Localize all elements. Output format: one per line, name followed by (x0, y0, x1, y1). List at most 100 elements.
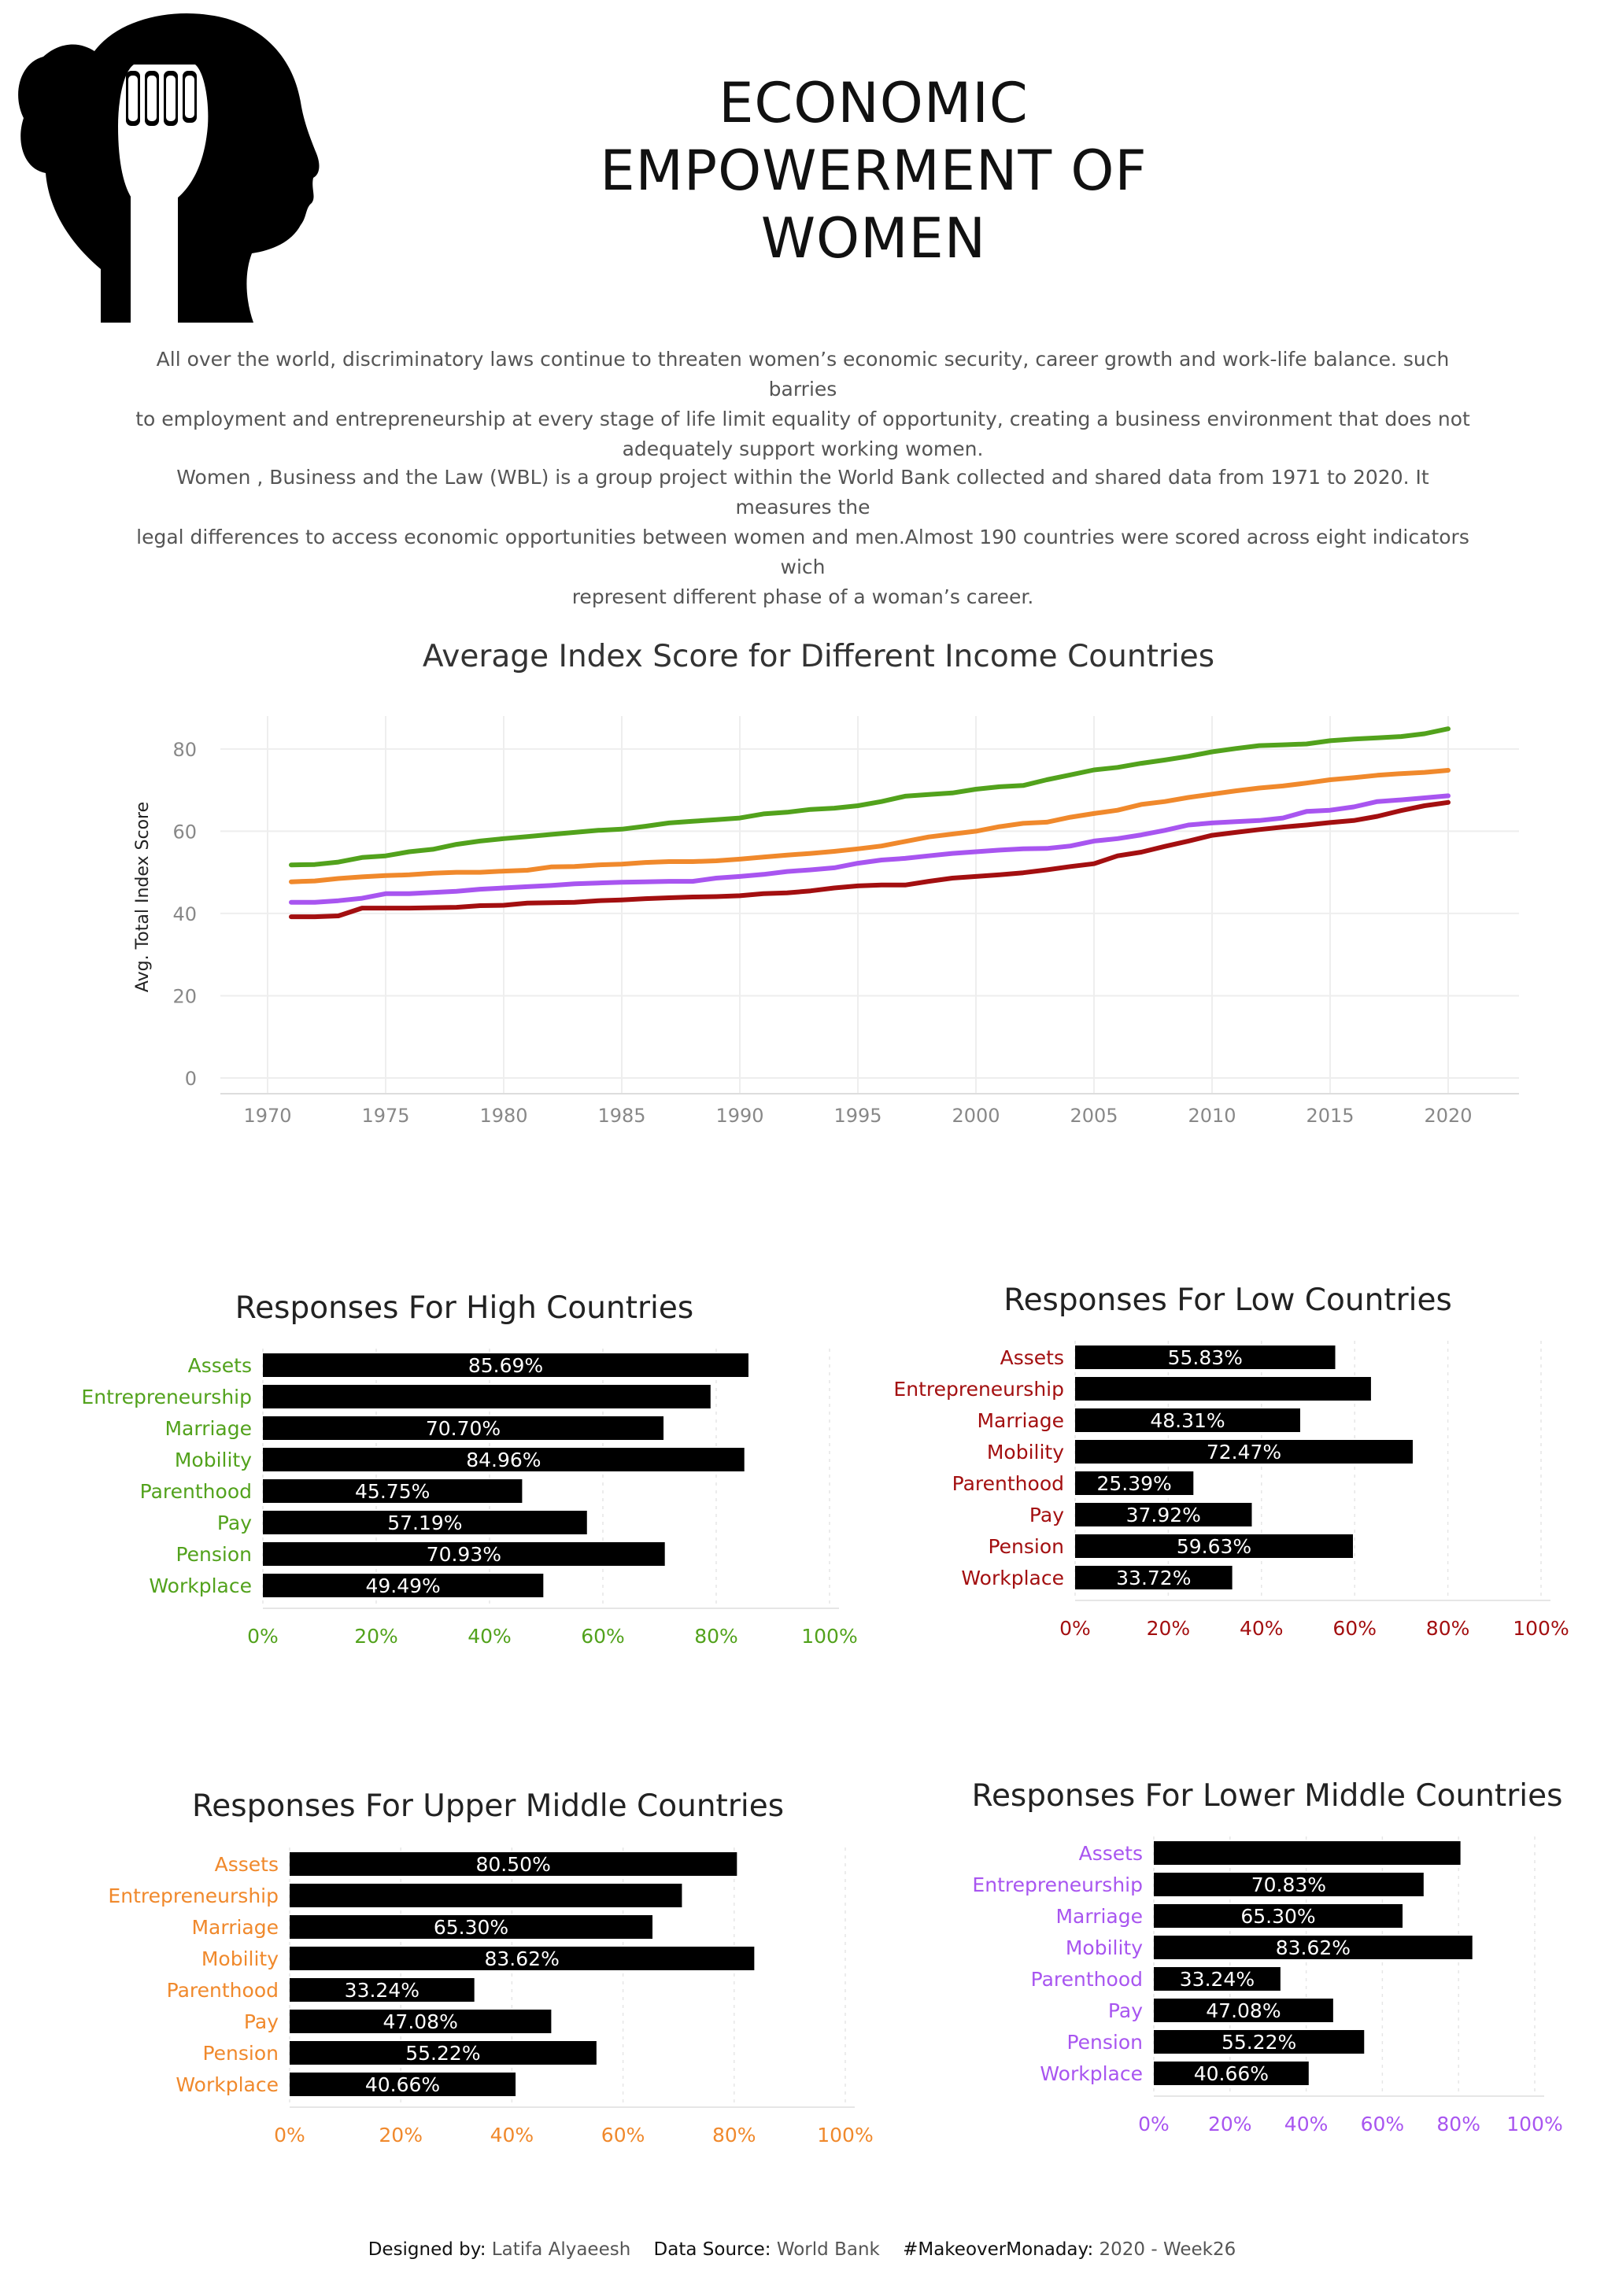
bar (1154, 1841, 1461, 1865)
category-label: Entrepreneurship (81, 1386, 252, 1408)
bar-value-label: 33.24% (1180, 1968, 1255, 1991)
bar (1075, 1408, 1300, 1432)
x-tick-label: 0% (247, 1625, 279, 1648)
x-tick-label: 60% (1361, 2113, 1405, 2135)
bar (1075, 1440, 1414, 1464)
intro-line: to employment and entrepreneurship at ev… (135, 408, 1470, 430)
x-tick-label: 80% (694, 1625, 738, 1648)
bar-value-label: 40.66% (365, 2073, 440, 2096)
bar (263, 1574, 544, 1597)
category-label: Assets (1079, 1842, 1143, 1865)
bar-value-label: 45.75% (355, 1480, 430, 1503)
bar (263, 1511, 587, 1534)
logo-fist-head-icon (8, 8, 331, 323)
bar-value-label: 70.70% (426, 1417, 501, 1440)
bar-value-label: 33.24% (345, 1979, 419, 2002)
bar-value-label: 70.83% (1251, 1873, 1326, 1896)
bar-value-label: 72.47% (1207, 1441, 1281, 1464)
bar (290, 1915, 653, 1939)
category-label: Entrepreneurship (893, 1378, 1064, 1401)
bar (290, 2073, 516, 2096)
high-bar-chart: Assets 85.69% Entrepreneurship Marriage 70.7… (81, 1349, 858, 1648)
x-tick-label: 1995 (833, 1105, 881, 1127)
bar-value-label: 59.63% (1177, 1535, 1251, 1558)
lower-middle-chart-title: Responses For Lower Middle Countries (971, 1778, 1563, 1814)
bar-value-label: 80.50% (476, 1853, 551, 1876)
x-tick-label: 100% (1506, 2113, 1562, 2135)
bar (290, 1884, 682, 1907)
bar-value-label: 49.49% (365, 1574, 440, 1597)
x-tick-label: 2010 (1188, 1105, 1236, 1127)
bar (1154, 1873, 1424, 1896)
category-label: Mobility (1066, 1936, 1143, 1959)
bar (1154, 1904, 1403, 1928)
bar-value-label: 70.93% (427, 1543, 501, 1566)
x-tick-label: 2000 (952, 1105, 1000, 1127)
low-series-line (289, 799, 1451, 920)
category-label: Workplace (149, 1574, 252, 1597)
x-tick-label: 60% (601, 2124, 645, 2147)
x-tick-label: 60% (1332, 1617, 1377, 1640)
bar-value-label: 40.66% (1194, 2062, 1269, 2085)
x-tick-label: 1980 (479, 1105, 527, 1127)
bar-value-label: 47.08% (383, 2010, 458, 2033)
bar (1075, 1503, 1252, 1526)
category-label: Workplace (961, 1567, 1064, 1589)
bar (263, 1479, 523, 1503)
bar (1154, 2062, 1309, 2085)
x-tick-label: 60% (581, 1625, 625, 1648)
category-label: Marriage (1055, 1905, 1143, 1928)
bar (263, 1448, 745, 1471)
x-tick-label: 40% (468, 1625, 512, 1648)
page-title: ECONOMIC EMPOWERMENT OF WOMEN (441, 69, 1306, 272)
bar (1075, 1471, 1194, 1495)
category-label: Marriage (164, 1417, 252, 1440)
category-label: Workplace (1040, 2062, 1143, 2085)
x-tick-label: 80% (1426, 1617, 1470, 1640)
bar (290, 2041, 597, 2065)
category-label: Pay (1108, 1999, 1143, 2022)
upper-middle-chart-title: Responses For Upper Middle Countries (191, 1788, 785, 1824)
category-label: Pension (176, 1543, 252, 1566)
x-tick-label: 80% (1436, 2113, 1480, 2135)
intro-paragraph-1: All over the world, discriminatory laws … (134, 345, 1472, 464)
x-tick-label: 1985 (597, 1105, 645, 1127)
y-tick-label: 40 (172, 903, 197, 925)
bar (1075, 1377, 1371, 1401)
title-line: WOMEN (760, 206, 987, 271)
bar-value-label: 65.30% (434, 1916, 508, 1939)
y-axis-label: Avg. Total Index Score (133, 802, 153, 992)
source-value: World Bank (776, 2239, 880, 2260)
category-label: Pay (244, 2010, 279, 2033)
bar (1075, 1345, 1336, 1369)
intro-line: represent different phase of a woman’s c… (571, 585, 1034, 608)
x-tick-label: 2005 (1070, 1105, 1118, 1127)
category-label: Assets (1000, 1346, 1064, 1369)
intro-line: legal differences to access economic opp… (136, 526, 1469, 578)
source-label: Data Source: (653, 2239, 771, 2260)
upper_middle-series-line (289, 768, 1451, 884)
bar-value-label: 83.62% (1276, 1936, 1351, 1959)
tag-value: 2020 - Week26 (1099, 2239, 1236, 2260)
bar-value-label: 84.96% (466, 1449, 541, 1471)
high-series-line (289, 726, 1451, 868)
title-line: ECONOMIC (719, 71, 1029, 135)
category-label: Workplace (176, 2073, 279, 2096)
x-tick-label: 20% (354, 1625, 398, 1648)
bar-value-label: 83.62% (485, 1947, 560, 1970)
bar (263, 1416, 664, 1440)
category-label: Mobility (175, 1449, 252, 1471)
bar (263, 1385, 711, 1408)
bar-value-label: 55.22% (405, 2042, 480, 2065)
category-label: Assets (215, 1853, 279, 1876)
x-tick-label: 0% (274, 2124, 305, 2147)
x-tick-label: 100% (801, 1625, 857, 1648)
category-label: Pension (1066, 2031, 1143, 2054)
bar (263, 1542, 665, 1566)
line-chart-title: Average Index Score for Different Income… (422, 639, 1215, 674)
category-label: Pay (1029, 1504, 1064, 1526)
category-label: Entrepreneurship (972, 1873, 1143, 1896)
x-tick-label: 0% (1138, 2113, 1170, 2135)
y-tick-label: 0 (185, 1068, 197, 1090)
lower_middle-series-line (289, 793, 1451, 905)
